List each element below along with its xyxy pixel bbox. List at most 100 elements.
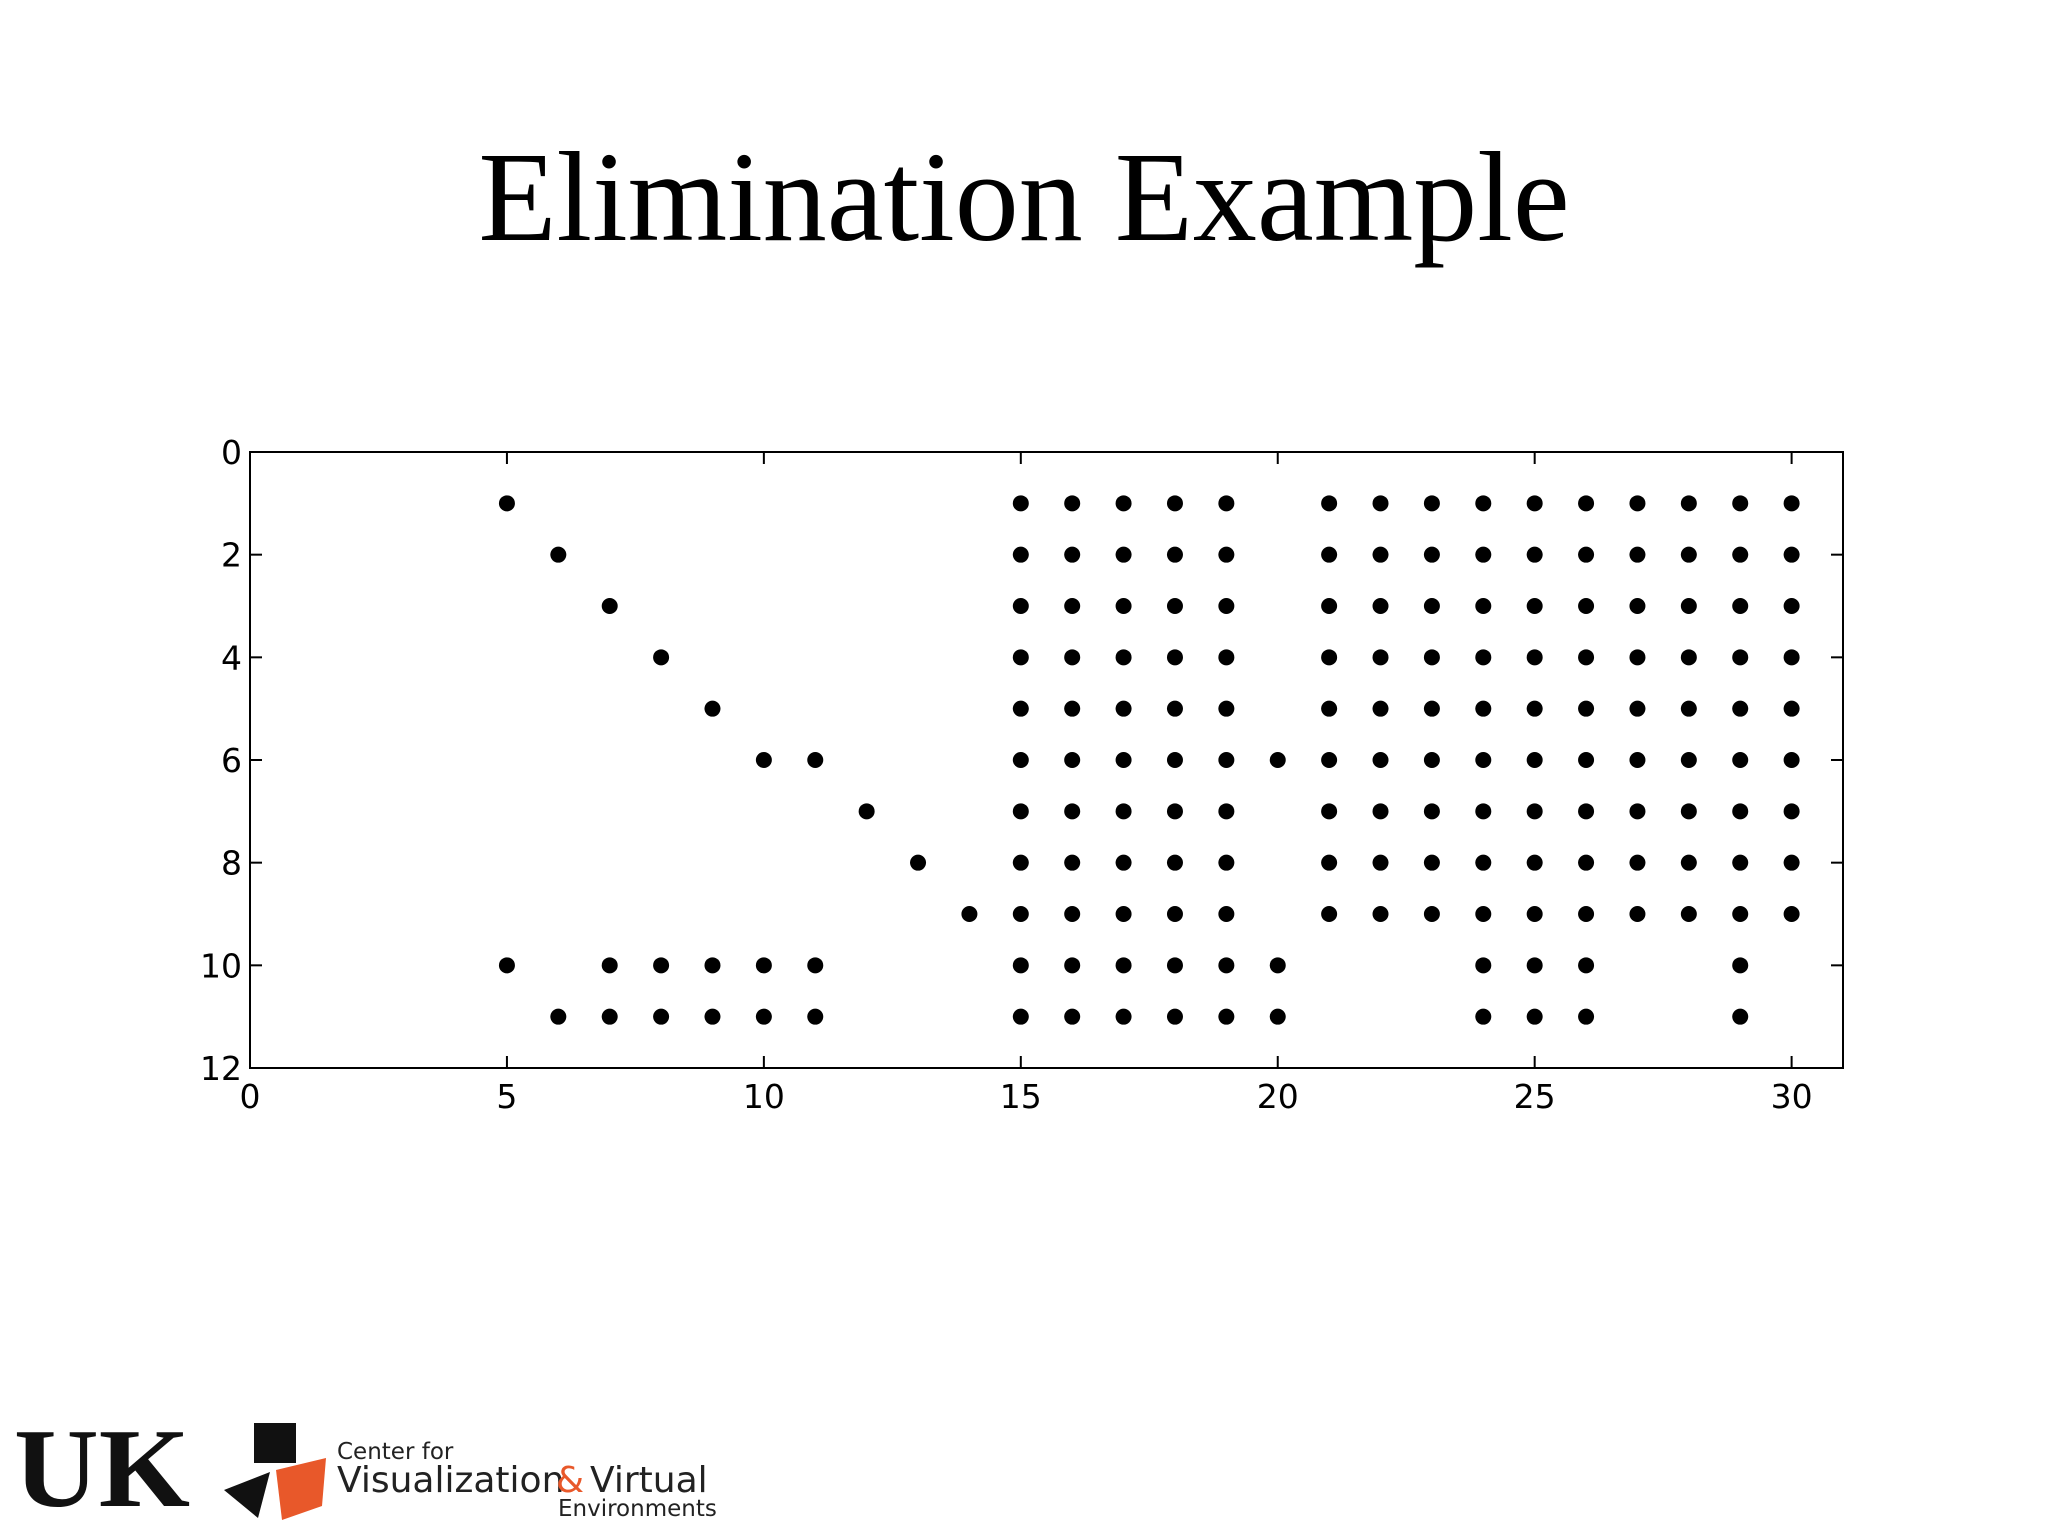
point xyxy=(704,1008,721,1025)
point xyxy=(1372,649,1389,666)
point xyxy=(1012,803,1029,820)
point xyxy=(1578,1008,1595,1025)
point xyxy=(1321,906,1338,922)
x-tick-label: 10 xyxy=(743,1077,785,1116)
point xyxy=(1372,803,1389,820)
point xyxy=(1783,546,1800,563)
point xyxy=(1115,752,1132,768)
point xyxy=(1783,598,1800,614)
point xyxy=(807,752,824,768)
point xyxy=(755,1008,772,1025)
point xyxy=(1526,957,1543,974)
point xyxy=(1166,854,1183,871)
point xyxy=(1372,700,1389,717)
point xyxy=(601,1008,618,1025)
point xyxy=(1166,1008,1183,1025)
point xyxy=(755,957,772,974)
point xyxy=(1218,649,1235,666)
point xyxy=(1372,906,1389,922)
point xyxy=(704,957,721,974)
point xyxy=(1526,700,1543,717)
point xyxy=(1321,598,1338,614)
point xyxy=(1166,649,1183,666)
point xyxy=(1732,546,1749,563)
point xyxy=(1372,546,1389,563)
point xyxy=(1475,803,1492,820)
point xyxy=(1423,495,1440,512)
point xyxy=(1372,752,1389,768)
point xyxy=(1115,1008,1132,1025)
point xyxy=(1423,700,1440,717)
point xyxy=(755,752,772,768)
point xyxy=(1012,957,1029,974)
point xyxy=(1783,495,1800,512)
point xyxy=(1783,803,1800,820)
point xyxy=(1578,598,1595,614)
point xyxy=(1218,803,1235,820)
x-tick-label: 5 xyxy=(496,1077,517,1116)
point xyxy=(1732,700,1749,717)
point xyxy=(1423,649,1440,666)
y-tick-label: 10 xyxy=(200,946,242,985)
point xyxy=(1218,752,1235,768)
x-tick-label: 20 xyxy=(1257,1077,1299,1116)
point xyxy=(498,495,515,512)
point xyxy=(1475,495,1492,512)
point xyxy=(1732,1008,1749,1025)
point xyxy=(910,854,927,871)
point xyxy=(1680,854,1697,871)
point xyxy=(1475,598,1492,614)
point xyxy=(1064,546,1081,563)
point xyxy=(1578,906,1595,922)
point xyxy=(1012,598,1029,614)
logo-triangle xyxy=(224,1472,270,1518)
logo-line1: Center for xyxy=(337,1439,454,1465)
point xyxy=(1526,854,1543,871)
point xyxy=(1475,700,1492,717)
point xyxy=(1732,803,1749,820)
y-tick-label: 12 xyxy=(200,1049,242,1088)
point xyxy=(1064,598,1081,614)
point xyxy=(1680,495,1697,512)
point xyxy=(1732,752,1749,768)
point xyxy=(1423,546,1440,563)
point xyxy=(1321,752,1338,768)
point xyxy=(1578,752,1595,768)
point xyxy=(1218,546,1235,563)
point xyxy=(1372,495,1389,512)
point xyxy=(1012,1008,1029,1025)
logo-line2a: Visualization xyxy=(337,1460,564,1501)
point xyxy=(1218,598,1235,614)
point xyxy=(1269,1008,1286,1025)
point xyxy=(1475,752,1492,768)
y-tick-label: 6 xyxy=(221,741,242,780)
point xyxy=(1064,700,1081,717)
point xyxy=(1629,700,1646,717)
y-tick-label: 4 xyxy=(221,638,242,677)
point xyxy=(1064,1008,1081,1025)
point xyxy=(1783,649,1800,666)
point xyxy=(1732,854,1749,871)
point xyxy=(1064,803,1081,820)
uk-logo: UK xyxy=(14,1407,190,1531)
point xyxy=(1115,649,1132,666)
point xyxy=(1269,752,1286,768)
y-tick-label: 8 xyxy=(221,844,242,883)
point xyxy=(1064,495,1081,512)
point xyxy=(1115,495,1132,512)
point xyxy=(1629,906,1646,922)
point xyxy=(1115,854,1132,871)
point xyxy=(961,906,978,922)
point xyxy=(1578,854,1595,871)
point xyxy=(1732,598,1749,614)
point xyxy=(704,700,721,717)
y-tick-label: 0 xyxy=(221,433,242,472)
point xyxy=(1680,906,1697,922)
point xyxy=(1423,803,1440,820)
point xyxy=(1321,546,1338,563)
point xyxy=(1526,495,1543,512)
point xyxy=(1475,1008,1492,1025)
point xyxy=(1064,752,1081,768)
